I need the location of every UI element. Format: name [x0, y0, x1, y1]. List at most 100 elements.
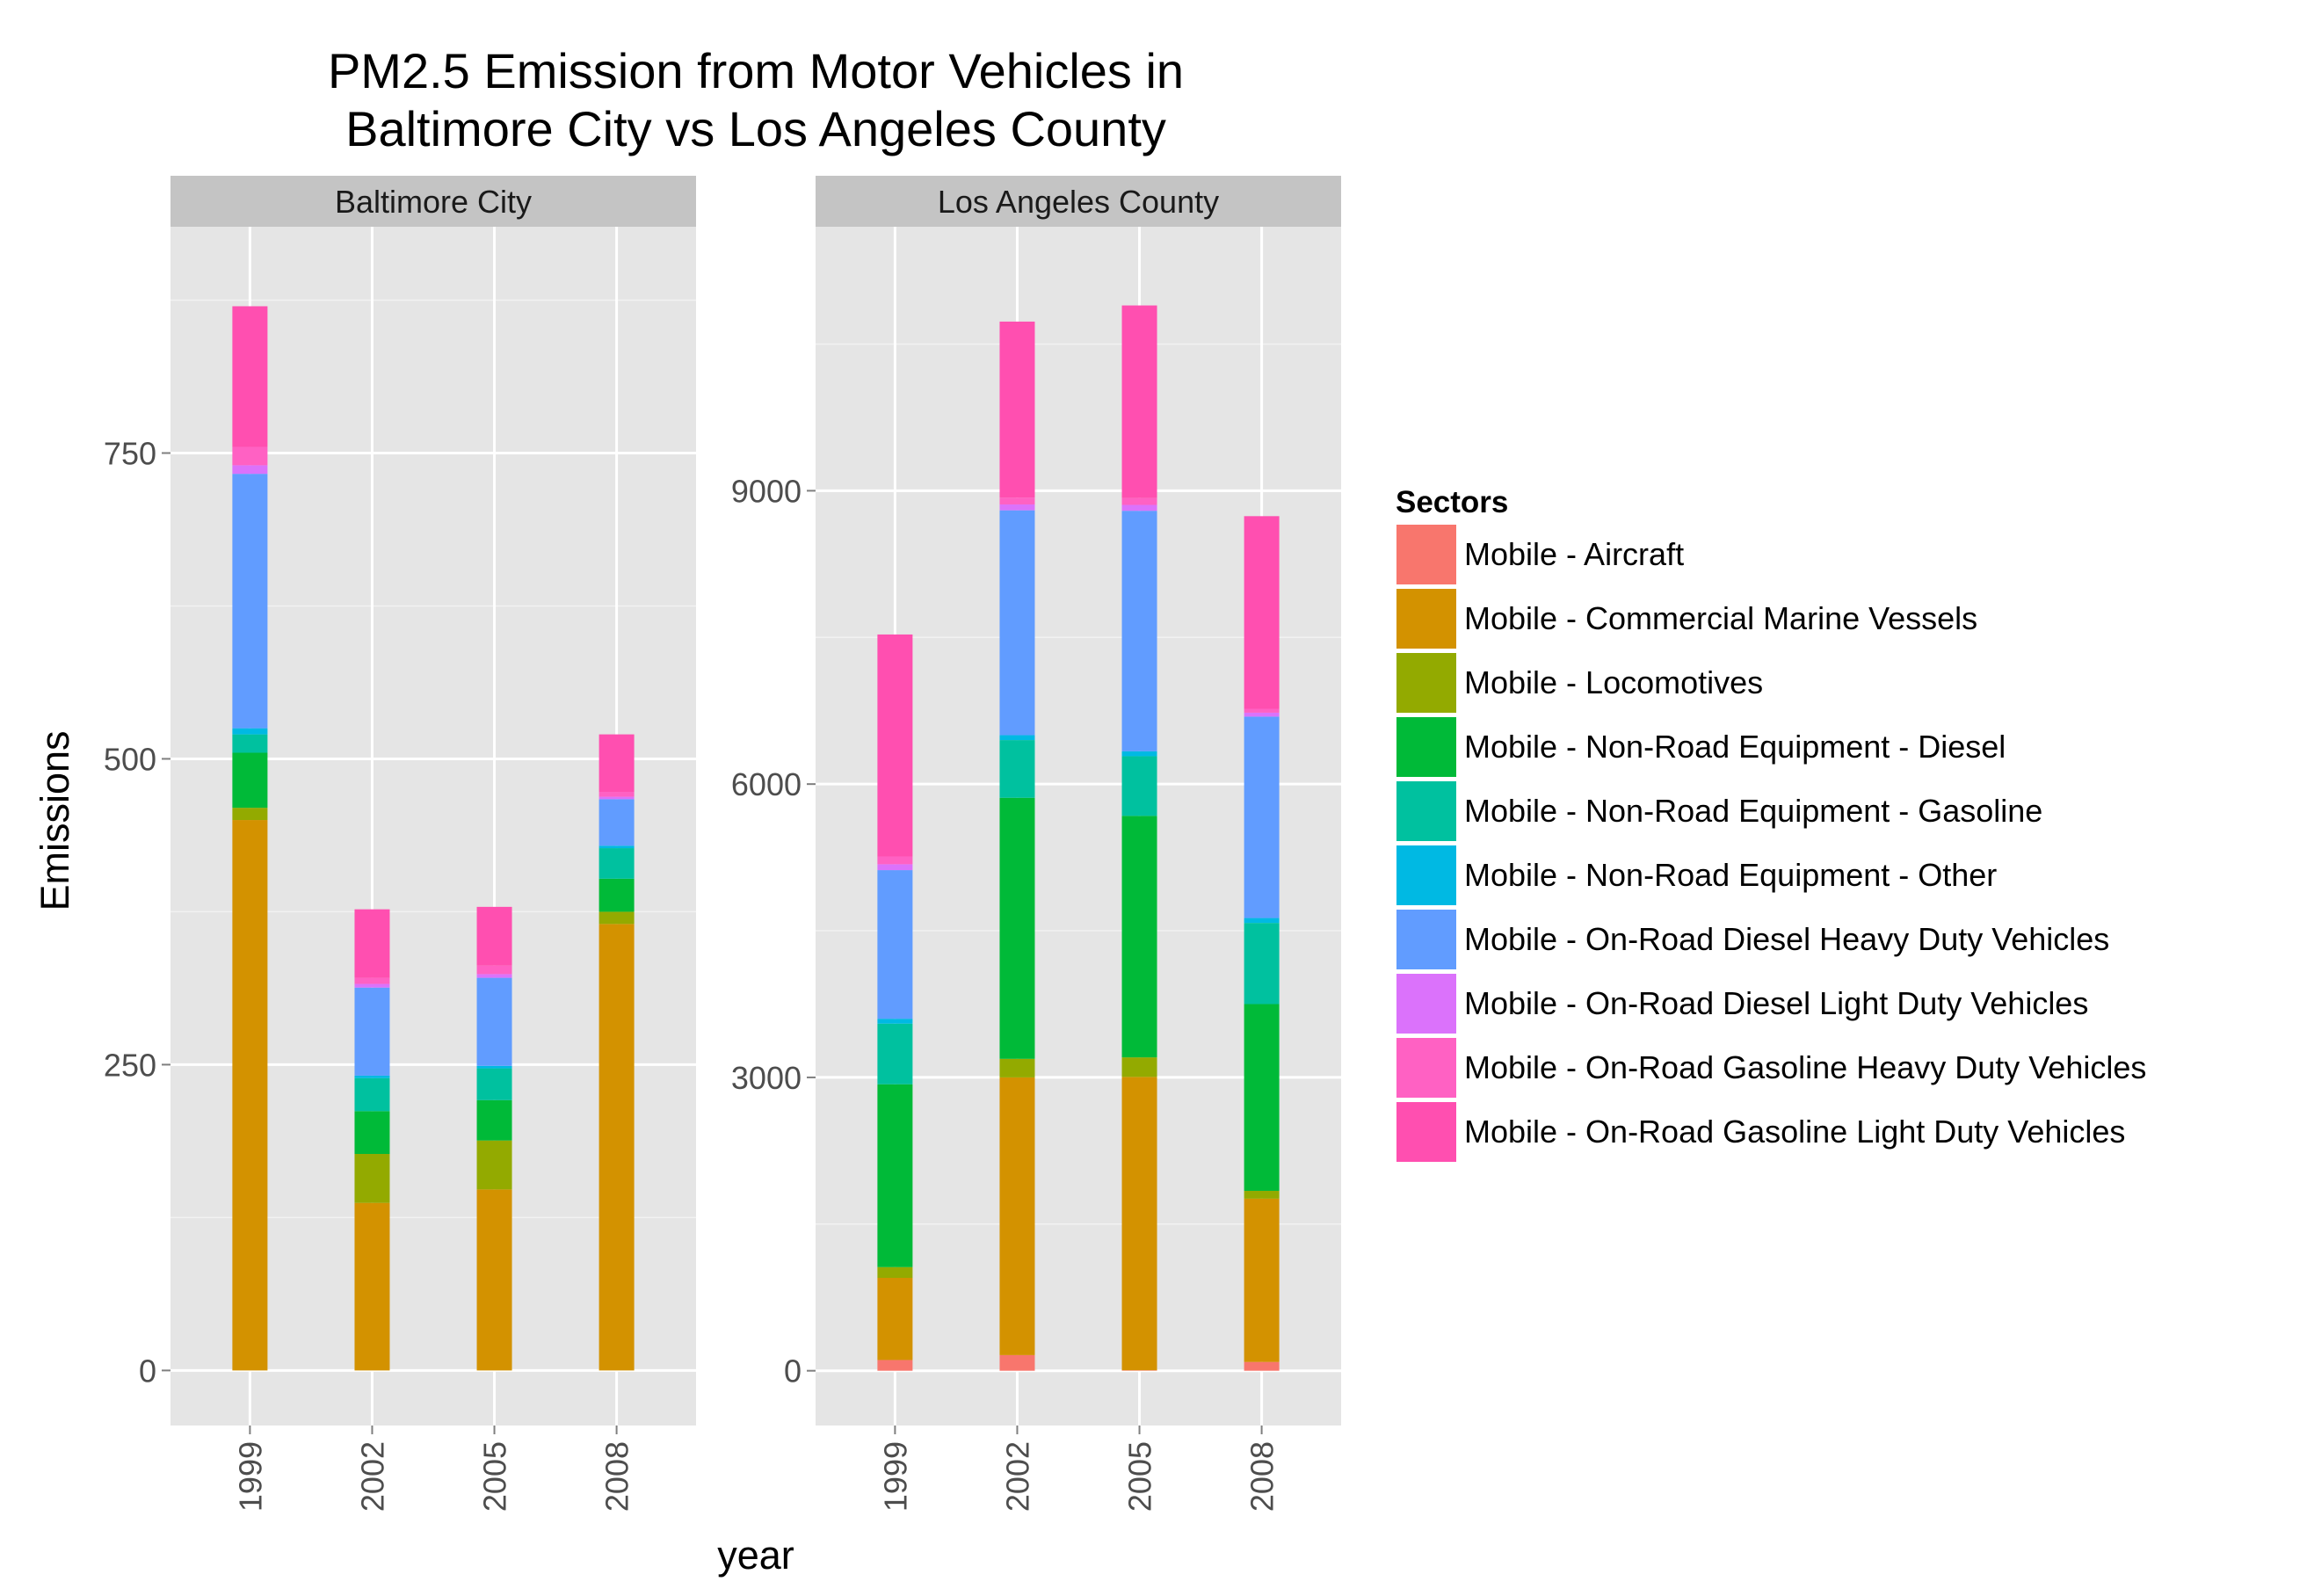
bar-segment	[598, 924, 635, 1371]
bar-segment	[1121, 1077, 1157, 1371]
bar-segment	[232, 820, 268, 1371]
legend-swatch	[1396, 1038, 1456, 1098]
bar-segment	[1121, 751, 1157, 757]
bar-segment	[232, 465, 268, 475]
bar-segment	[999, 1354, 1035, 1371]
legend-swatch	[1396, 845, 1456, 905]
bar-segment	[999, 797, 1035, 1059]
legend-label: Mobile - Commercial Marine Vessels	[1464, 600, 1977, 636]
bar-segment	[877, 634, 913, 857]
bar-segment	[476, 1065, 512, 1069]
bar-segment	[476, 1189, 512, 1371]
legend-label: Mobile - Non-Road Equipment - Diesel	[1464, 729, 2006, 765]
bar-segment	[476, 965, 512, 975]
bar-segment	[999, 740, 1035, 798]
bar-segment	[598, 911, 635, 925]
bar-segment	[877, 1360, 913, 1371]
facet-strip	[170, 176, 696, 227]
y-tick-label: 0	[784, 1353, 802, 1389]
legend-swatch	[1396, 1102, 1456, 1162]
bar-segment	[232, 734, 268, 753]
bar-segment	[1244, 716, 1280, 918]
bar-segment	[999, 497, 1035, 504]
chart-title-line-2: Baltimore City vs Los Angeles County	[345, 101, 1166, 156]
bar-segment	[232, 446, 268, 466]
bar-segment	[1244, 712, 1280, 717]
bar-segment	[1121, 511, 1157, 751]
bar-segment	[598, 796, 635, 800]
x-tick-label: 1999	[232, 1441, 268, 1512]
bar-segment	[1121, 1057, 1157, 1077]
y-tick-label: 6000	[731, 766, 802, 802]
bar-segment	[354, 1202, 390, 1371]
bar-segment	[999, 735, 1035, 741]
bar-segment	[999, 1058, 1035, 1077]
y-tick-label: 750	[104, 435, 156, 471]
x-axis-label: year	[717, 1533, 794, 1578]
bar-segment	[1121, 497, 1157, 505]
legend-swatch	[1396, 525, 1456, 584]
legend: Sectors Mobile - Aircraft Mobile - Commer…	[1395, 485, 2146, 1164]
bar-segment	[1244, 1190, 1280, 1199]
bar-segment	[476, 977, 512, 1066]
legend-label: Mobile - On-Road Gasoline Heavy Duty Veh…	[1464, 1049, 2146, 1085]
bar-segment	[877, 1023, 913, 1085]
legend-label: Mobile - Non-Road Equipment - Other	[1464, 857, 1997, 893]
bar-segment	[999, 510, 1035, 736]
y-tick-label: 500	[104, 741, 156, 777]
legend-swatch	[1396, 974, 1456, 1034]
legend-label: Mobile - Non-Road Equipment - Gasoline	[1464, 793, 2042, 829]
bar-segment	[232, 752, 268, 809]
x-tick-label: 2005	[1122, 1441, 1158, 1512]
facet-panel-2: Los Angeles County 0 3000 6000 9000 1999 2002 2…	[731, 176, 1341, 1512]
bar-segment	[598, 878, 635, 912]
bar-segment	[354, 909, 390, 978]
bar-segment	[877, 1266, 913, 1279]
bar-segment	[1244, 918, 1280, 924]
bar-segment	[354, 983, 390, 988]
facet-panels: Baltimore City 0 250 500 750 1999 2002 2005 2008…	[104, 176, 1341, 1512]
bar-segment	[877, 856, 913, 865]
y-tick-label: 9000	[731, 473, 802, 509]
bar-segment	[598, 848, 635, 879]
bar-segment	[877, 1084, 913, 1267]
bar-segment	[877, 870, 913, 1019]
bar-segment	[354, 977, 390, 984]
bar-segment	[1121, 504, 1157, 511]
bar-segment	[476, 974, 512, 978]
facet-strip-label: Baltimore City	[335, 184, 532, 220]
bar-segment	[598, 792, 635, 797]
bar-segment	[354, 1075, 390, 1078]
bar-segment	[1121, 816, 1157, 1058]
bar-segment	[476, 1140, 512, 1190]
bar-segment	[598, 734, 635, 793]
legend-swatch	[1396, 781, 1456, 841]
legend-label: Mobile - Locomotives	[1464, 664, 1763, 700]
bar-segment	[354, 1154, 390, 1203]
bar-segment	[1244, 1198, 1280, 1362]
y-tick-label: 3000	[731, 1060, 802, 1096]
legend-swatch	[1396, 589, 1456, 649]
bar-segment	[999, 1077, 1035, 1355]
bar-segment	[232, 808, 268, 821]
x-tick-label: 2008	[599, 1441, 635, 1512]
y-axis-label: Emissions	[33, 730, 77, 910]
bar-segment	[1121, 305, 1157, 498]
bar-segment	[1121, 1370, 1157, 1371]
bar-segment	[476, 1068, 512, 1100]
bar-segment	[232, 474, 268, 729]
legend-swatch	[1396, 717, 1456, 777]
bar-segment	[1244, 1361, 1280, 1371]
bar-segment	[476, 1099, 512, 1141]
bar-segment	[598, 845, 635, 849]
bar-segment	[354, 987, 390, 1076]
bar-segment	[1244, 1004, 1280, 1191]
facet-panel-1: Baltimore City 0 250 500 750 1999 2002 2005 2008	[104, 176, 696, 1512]
legend-label: Mobile - Aircraft	[1464, 536, 1684, 572]
bar-segment	[1244, 923, 1280, 1005]
legend-label: Mobile - On-Road Diesel Heavy Duty Vehic…	[1464, 921, 2109, 957]
x-tick-label: 2002	[354, 1441, 390, 1512]
bar-segment	[598, 799, 635, 846]
legend-title: Sectors	[1396, 485, 1508, 519]
